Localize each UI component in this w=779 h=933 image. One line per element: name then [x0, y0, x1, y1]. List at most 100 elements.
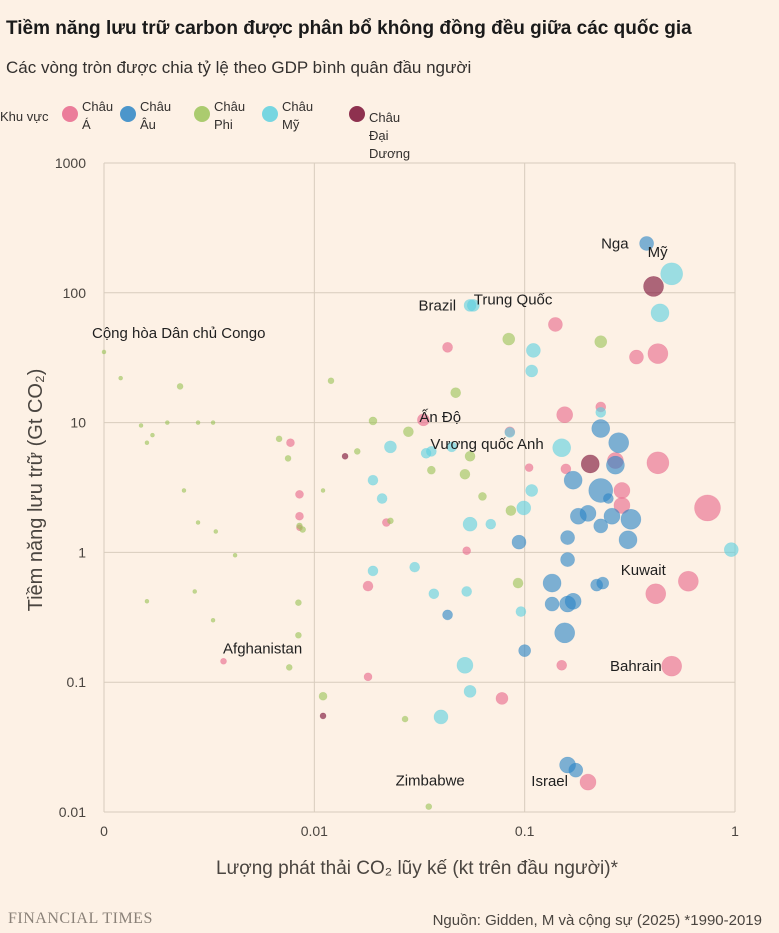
data-point: [595, 407, 607, 418]
point-label: Vương quốc Anh: [430, 436, 543, 453]
point-label: Trung Quốc: [474, 291, 553, 308]
data-point: [563, 470, 583, 490]
data-point: [210, 617, 216, 623]
data-point: [368, 416, 378, 426]
data-point: [512, 577, 524, 589]
data-point: [463, 685, 477, 698]
data-point: [593, 518, 609, 534]
point-label: Israel: [531, 773, 568, 790]
data-point: [144, 599, 150, 604]
legend: Khu vực Châu Á Châu Âu Châu Phi Châu Mỹ …: [0, 98, 779, 161]
data-point: [285, 664, 293, 671]
data-point: [485, 518, 497, 530]
y-tick-label: 0.01: [59, 804, 86, 820]
data-point: [560, 463, 572, 475]
legend-label-africa: Châu Phi: [214, 99, 246, 132]
data-point: [376, 493, 388, 504]
legend-swatch-asia: [62, 106, 78, 122]
data-point: [459, 468, 471, 480]
point-labels: Trung Quốc Ấn Độ Kuwait Bahrain Israel Nga Cộn…: [92, 235, 668, 790]
data-point: [118, 375, 123, 381]
data-point: [144, 440, 150, 446]
data-point: [650, 303, 670, 323]
data-point: [502, 332, 516, 346]
y-tick-labels: 0.01 0.1 1 10 100 1000: [55, 155, 86, 820]
data-point: [138, 423, 144, 428]
data-point: [210, 420, 216, 425]
data-point: [464, 451, 476, 462]
data-point: [580, 454, 600, 474]
data-point: [176, 383, 184, 390]
data-point: [442, 342, 453, 353]
data-point: [363, 672, 373, 682]
legend-swatch-africa: [194, 106, 210, 122]
data-point: [556, 659, 568, 671]
data-point: [284, 455, 292, 462]
grid-lines: [103, 162, 736, 813]
data-point: [661, 655, 682, 677]
data-point: [213, 529, 219, 534]
data-point: [450, 387, 461, 398]
x-tick-label: 0: [100, 823, 108, 839]
data-point: [629, 349, 644, 365]
legend-label-americas: Châu Mỹ: [282, 99, 314, 132]
point-label: Kuwait: [621, 562, 667, 579]
data-point: [646, 451, 670, 475]
data-point: [570, 507, 587, 525]
data-point: [295, 490, 304, 499]
data-point: [318, 691, 328, 701]
data-point: [504, 427, 516, 438]
data-point: [232, 552, 238, 558]
data-point: [353, 448, 361, 455]
data-point: [603, 507, 621, 525]
data-point: [101, 349, 107, 355]
data-point: [608, 432, 630, 454]
data-point: [384, 440, 397, 454]
data-point: [299, 526, 306, 533]
legend-swatch-oceania: [349, 106, 365, 122]
data-point: [542, 573, 562, 593]
data-point: [552, 438, 572, 458]
data-point: [694, 494, 721, 522]
data-point: [723, 542, 739, 557]
data-point: [295, 511, 304, 521]
data-point: [195, 520, 201, 525]
data-point: [327, 377, 335, 385]
data-point: [564, 593, 582, 610]
data-point: [511, 534, 527, 550]
data-point: [462, 546, 471, 556]
x-tick-label: 0.1: [515, 823, 535, 839]
data-point: [568, 762, 584, 778]
point-label: Bahrain: [610, 658, 662, 675]
data-point: [220, 657, 227, 665]
data-point: [446, 441, 458, 453]
data-point: [409, 561, 420, 573]
data-point: [505, 505, 517, 516]
data-point: [192, 589, 198, 594]
data-point: [544, 596, 560, 612]
data-point: [618, 530, 638, 550]
data-point: [560, 552, 575, 567]
x-tick-label: 0.01: [301, 823, 328, 839]
y-tick-label: 100: [63, 285, 87, 301]
data-points: [101, 236, 739, 810]
data-point: [295, 631, 302, 639]
data-point: [620, 508, 642, 530]
legend-label-oceania: Châu Đại Dương: [369, 110, 411, 161]
point-label: Mỹ: [648, 244, 668, 261]
source-note: Nguồn: Gidden, M và cộng sự (2025) *1990…: [432, 912, 762, 929]
y-tick-label: 1: [78, 544, 86, 560]
legend-swatch-americas: [262, 106, 278, 122]
legend-label-europe: Châu Âu: [140, 99, 172, 132]
data-point: [594, 335, 608, 349]
point-label: Brazil: [419, 297, 457, 314]
data-point: [525, 364, 538, 378]
data-point: [518, 644, 531, 657]
ft-logo: FINANCIAL TIMES: [8, 910, 153, 927]
data-point: [678, 570, 699, 592]
data-point: [556, 406, 573, 424]
data-point: [428, 588, 440, 600]
data-point: [286, 438, 295, 448]
data-point: [478, 492, 487, 501]
data-point: [579, 773, 597, 791]
